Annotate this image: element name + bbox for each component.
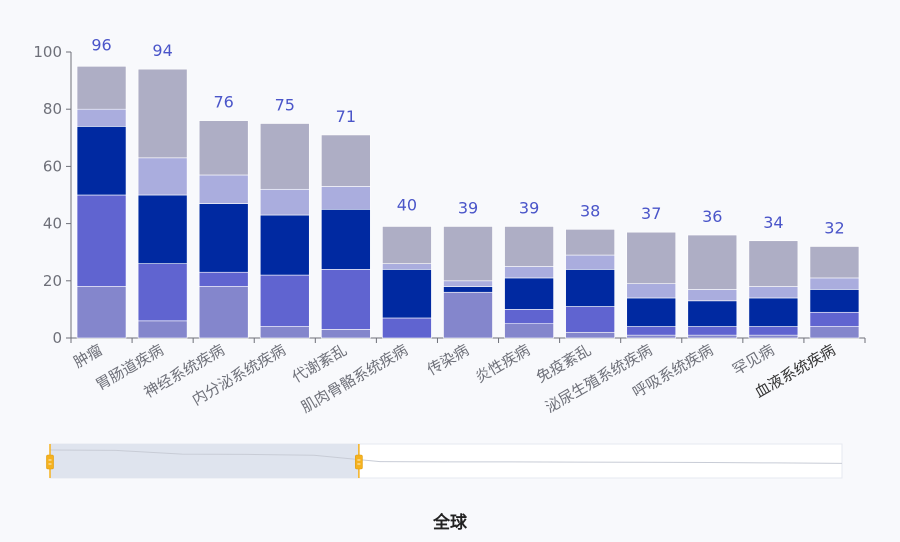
data-zoom-slider[interactable]: [46, 443, 843, 479]
bar-segment[interactable]: [809, 326, 860, 339]
bar-total-label: 34: [763, 213, 783, 232]
bar-segment[interactable]: [626, 334, 677, 339]
bar-segment[interactable]: [565, 306, 615, 333]
bar-segment[interactable]: [198, 203, 249, 273]
bar-segment[interactable]: [321, 269, 371, 330]
bar-segment[interactable]: [565, 331, 615, 339]
bar-segment[interactable]: [259, 188, 310, 216]
y-tick-label: 20: [43, 272, 62, 290]
bar-segment[interactable]: [626, 283, 677, 299]
bar-segment[interactable]: [626, 297, 677, 327]
bar-segment[interactable]: [321, 134, 371, 187]
y-tick-label: 80: [43, 100, 62, 118]
slider-end-handle[interactable]: [355, 444, 363, 478]
y-tick-label: 60: [43, 157, 62, 175]
y-tick-label: 0: [52, 329, 62, 347]
bar-segment[interactable]: [76, 108, 127, 127]
bar-segment[interactable]: [443, 286, 493, 293]
bar-total-label: 76: [214, 93, 234, 112]
x-category-label: 炎性疾病: [472, 341, 533, 387]
bar-segment[interactable]: [259, 274, 310, 327]
bar-segment[interactable]: [809, 311, 860, 327]
bar-segment[interactable]: [382, 269, 432, 319]
bar-segment[interactable]: [198, 286, 249, 339]
bar-total-label: 39: [519, 198, 539, 217]
bar-segment[interactable]: [687, 234, 738, 290]
bar-segment[interactable]: [198, 271, 249, 287]
bar-segment[interactable]: [809, 246, 860, 279]
bar-total-label: 32: [824, 218, 844, 237]
bar-segment[interactable]: [565, 254, 615, 270]
x-category-label: 肿瘤: [71, 341, 106, 372]
bar-segment[interactable]: [321, 329, 371, 339]
bar-total-label: 75: [275, 96, 295, 115]
bar-segment[interactable]: [198, 120, 249, 176]
bar-segment[interactable]: [809, 289, 860, 313]
bar-segment[interactable]: [748, 286, 799, 299]
bar-segment[interactable]: [259, 214, 310, 276]
bar-segment[interactable]: [137, 194, 188, 264]
bar-segment[interactable]: [321, 209, 371, 270]
bar-segment[interactable]: [443, 280, 493, 287]
bar-total-label: 36: [702, 207, 722, 226]
page-title: 全球: [433, 513, 467, 533]
slider-window[interactable]: [50, 444, 359, 478]
bar-segment[interactable]: [504, 309, 554, 324]
bar-segment[interactable]: [504, 277, 554, 310]
bar-segment[interactable]: [321, 186, 371, 210]
slider-start-handle[interactable]: [46, 444, 54, 478]
bar-segment[interactable]: [198, 174, 249, 204]
bar-segment[interactable]: [748, 297, 799, 327]
bar-segment[interactable]: [137, 68, 188, 159]
bar-segment[interactable]: [443, 226, 493, 282]
bar-segment[interactable]: [137, 157, 188, 196]
bar-segment[interactable]: [76, 126, 127, 196]
bars-group: [76, 66, 860, 339]
bar-segment[interactable]: [748, 334, 799, 339]
bar-segment[interactable]: [382, 226, 432, 264]
bar-segment[interactable]: [809, 277, 860, 290]
bar-segment[interactable]: [137, 263, 188, 322]
bar-segment[interactable]: [687, 289, 738, 302]
x-axis-labels: 肿瘤胃肠道疾病神经系统疾病内分泌系统疾病 代谢紊乱肌肉骨骼系统疾病 传染病 炎性疾病免…: [70, 338, 866, 417]
y-tick-label: 100: [33, 43, 62, 61]
bar-total-label: 94: [152, 41, 172, 60]
bar-segment[interactable]: [504, 323, 554, 339]
bar-segment[interactable]: [443, 291, 493, 339]
bar-segment[interactable]: [504, 226, 554, 267]
bar-segment[interactable]: [687, 300, 738, 327]
x-category-label: 泌尿生殖系统疾病: [542, 341, 655, 417]
bar-segment[interactable]: [565, 229, 615, 256]
bar-segment[interactable]: [687, 326, 738, 336]
bar-segment[interactable]: [565, 269, 615, 307]
x-category-label: 肌肉骨骼系统疾病: [298, 341, 411, 417]
bar-total-label: 39: [458, 198, 478, 217]
x-category-label: 罕见病: [729, 341, 777, 379]
bar-segment[interactable]: [382, 317, 432, 339]
bar-total-label: 71: [336, 107, 356, 126]
bar-segment[interactable]: [504, 266, 554, 279]
x-category-label: 传染病: [424, 341, 472, 379]
bar-total-label: 37: [641, 204, 661, 223]
bar-segment[interactable]: [626, 326, 677, 336]
bar-segment[interactable]: [382, 263, 432, 270]
bar-segment[interactable]: [259, 326, 310, 339]
bar-segment[interactable]: [137, 320, 188, 339]
bar-segment[interactable]: [76, 66, 127, 110]
y-tick-label: 40: [43, 215, 62, 233]
bar-segment[interactable]: [626, 231, 677, 284]
bar-segment[interactable]: [76, 286, 127, 339]
slider-preview-line: [49, 449, 843, 464]
bar-segment[interactable]: [76, 194, 127, 287]
bar-total-label: 96: [91, 35, 111, 54]
bar-segment[interactable]: [748, 240, 799, 287]
bar-segment[interactable]: [259, 123, 310, 190]
bar-segment[interactable]: [748, 326, 799, 336]
bar-total-label: 38: [580, 201, 600, 220]
bar-total-label: 40: [397, 196, 417, 215]
bar-segment[interactable]: [687, 334, 738, 339]
total-labels: 96 94 76 75 71 40 39 39 38 37 36 34 32: [91, 35, 844, 237]
